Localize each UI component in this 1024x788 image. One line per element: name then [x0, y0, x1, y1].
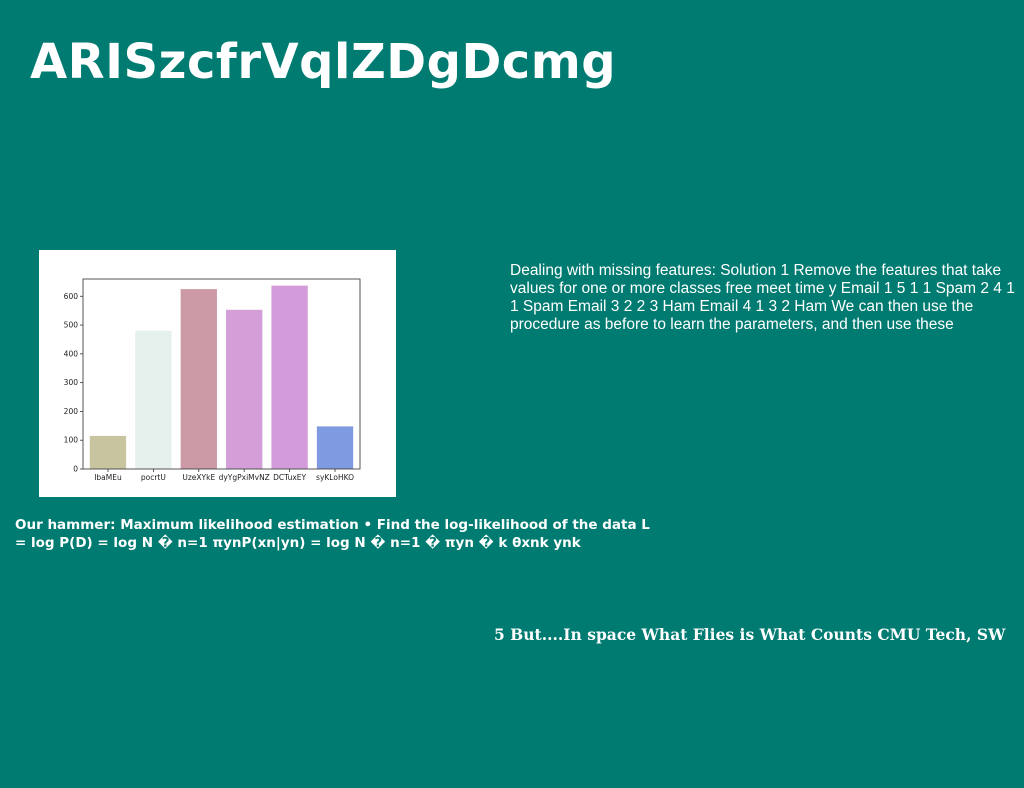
mle-text: Our hammer: Maximum likelihood estimatio…: [15, 517, 650, 551]
y-tick-label: 600: [64, 292, 79, 301]
x-tick-label: IbaMEu: [94, 473, 122, 482]
bar-chart: IbaMEu pocrtU UzeXYkE dyYgPxiMvNZ DCTuxEY syK…: [39, 250, 396, 497]
slide-title: ARISzcfrVqlZDgDcmg: [30, 34, 617, 90]
x-tick-label: pocrtU: [141, 473, 166, 482]
bar-chart-svg: IbaMEu pocrtU UzeXYkE dyYgPxiMvNZ DCTuxEY syK…: [64, 278, 361, 482]
body-text: Dealing with missing features: Solution …: [510, 262, 1015, 333]
x-tick-label: UzeXYkE: [182, 473, 215, 482]
plot-frame: [82, 278, 361, 470]
y-tick-label: 0: [73, 465, 78, 474]
x-tick-label: DCTuxEY: [273, 473, 306, 482]
bar-syKLoHKO: [316, 426, 354, 469]
x-tick-label: dyYgPxiMvNZ: [219, 473, 270, 482]
bar-pocrtU: [135, 330, 172, 469]
y-tick-label: 100: [64, 436, 79, 445]
x-tick-label: syKLoHKO: [316, 473, 354, 482]
y-tick-label: 500: [64, 321, 79, 330]
y-tick-label: 300: [64, 378, 79, 387]
slide-footer: 5 But....In space What Flies is What Cou…: [494, 625, 1006, 644]
bar-dyYgPxiMvNZ: [226, 309, 263, 469]
bar-UzeXYkE: [180, 289, 217, 469]
bar-DCTuxEY: [271, 285, 308, 469]
y-tick-label: 200: [64, 407, 79, 416]
y-tick-label: 400: [64, 349, 79, 358]
bar-IbaMEu: [89, 435, 127, 469]
